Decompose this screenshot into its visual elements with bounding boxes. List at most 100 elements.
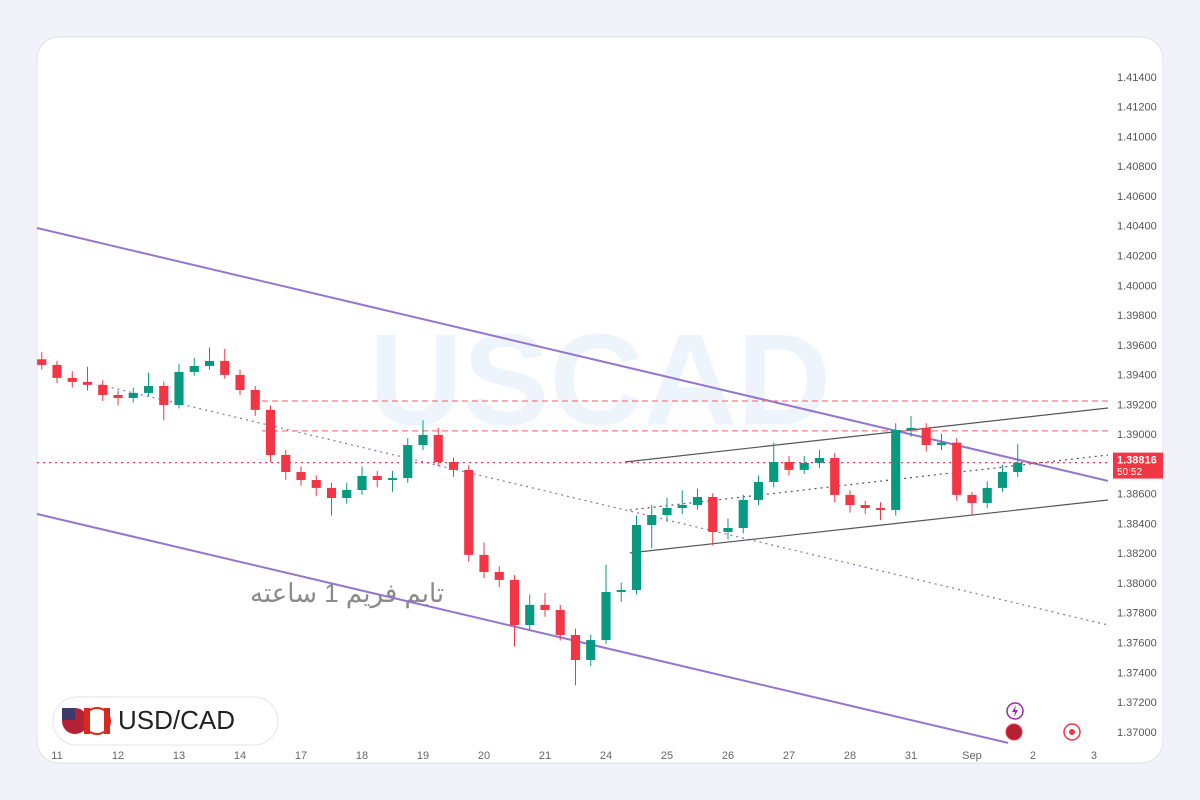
candle-body (67, 377, 77, 382)
y-tick-label: 1.37200 (1117, 697, 1157, 709)
candle-body (342, 489, 352, 499)
x-tick-label: 18 (356, 750, 368, 762)
candle-body (830, 457, 840, 495)
candle-body (326, 487, 337, 499)
y-tick-label: 1.39000 (1117, 429, 1157, 441)
y-tick-label: 1.41000 (1117, 131, 1157, 143)
candle-body (143, 385, 154, 393)
y-tick-label: 1.38000 (1117, 578, 1157, 590)
y-tick-label: 1.37800 (1117, 608, 1157, 620)
candle-body (570, 634, 581, 660)
candle-body (784, 462, 794, 470)
candle-body (723, 527, 733, 532)
lightning (1012, 705, 1018, 717)
candle-body (372, 475, 382, 481)
candle-body (967, 494, 977, 503)
countdown: 50:52 (1117, 467, 1142, 478)
candle-body (555, 609, 565, 635)
x-tick-label: 14 (234, 750, 246, 762)
candle-body (647, 514, 657, 525)
x-tick-label: Sep (962, 750, 982, 762)
candle-body (479, 554, 489, 573)
candle-body (433, 434, 443, 463)
event-icon[interactable] (1005, 723, 1023, 741)
x-tick-label: 3 (1091, 750, 1097, 762)
candle-body (845, 494, 855, 506)
candle-body (708, 496, 718, 532)
candle-body (174, 371, 184, 405)
candle-body (692, 496, 703, 506)
flag-ca-band (84, 708, 90, 734)
candle-body (982, 487, 992, 503)
y-tick-label: 1.39600 (1117, 340, 1157, 352)
candle-body (677, 505, 687, 508)
candle-body (113, 395, 123, 398)
candle-body (860, 505, 870, 508)
candle-body (220, 360, 230, 375)
candle-body (204, 360, 215, 366)
candle-body (82, 381, 93, 385)
y-tick-label: 1.38200 (1117, 548, 1157, 560)
annotation: تایم فریم 1 ساعته (250, 578, 444, 609)
chart-card (36, 36, 1164, 764)
candle-body (281, 455, 291, 472)
candle-body (952, 442, 962, 495)
x-tick-label: 19 (417, 750, 429, 762)
y-tick-label: 1.37000 (1117, 727, 1157, 739)
candle-body (418, 434, 428, 446)
y-tick-label: 1.38400 (1117, 518, 1157, 530)
x-tick-label: 24 (600, 750, 612, 762)
symbol-badge[interactable]: USD/CAD (52, 696, 279, 746)
plot (37, 227, 1108, 744)
candle-body (403, 445, 413, 479)
candle-body (235, 374, 245, 390)
candle-body (189, 365, 199, 372)
candle-body (936, 442, 947, 446)
y-tick-label: 1.38600 (1117, 489, 1157, 501)
x-tick-label: 21 (539, 750, 551, 762)
watermark: USCAD (369, 306, 831, 452)
candle-body (738, 499, 748, 528)
candle-body (494, 572, 504, 580)
y-tick-label: 1.40000 (1117, 280, 1157, 292)
y-tick-label: 1.37600 (1117, 638, 1157, 650)
candle-body (616, 590, 626, 592)
candle-body (464, 469, 474, 555)
axes: 1.37000 1.37200 1.37400 1.37600 1.37800 1.380… (51, 72, 1163, 762)
candle-body (906, 427, 916, 430)
trend-line (37, 512, 1009, 744)
y-tick-label: 1.41400 (1117, 72, 1157, 84)
x-tick-label: 31 (905, 750, 917, 762)
x-tick-label: 28 (844, 750, 856, 762)
candle-body (357, 475, 367, 490)
x-tick-label: 2 (1030, 750, 1036, 762)
candle-body (1013, 462, 1023, 472)
y-tick-label: 1.39400 (1117, 370, 1157, 382)
candle-body (601, 591, 611, 641)
candle-body (159, 385, 169, 405)
event-icons (1005, 702, 1081, 741)
x-tick-label: 12 (112, 750, 124, 762)
candle-body (875, 507, 886, 510)
symbol: USD/CAD (118, 705, 235, 735)
candle-body (586, 640, 596, 660)
candle-body (525, 604, 535, 626)
candle-body (37, 359, 47, 365)
candle-body (296, 471, 306, 481)
candle-body (509, 579, 520, 626)
candle-body (631, 524, 642, 591)
candle-body (540, 604, 550, 610)
card-content: USCAD تایم فریم 1 ساعته 1.370001.372001.… (37, 72, 1163, 762)
candle-body (921, 427, 931, 446)
x-tick-label: 26 (722, 750, 734, 762)
price-label: 1.38816 (1117, 455, 1157, 467)
y-tick-label: 1.39800 (1117, 310, 1157, 322)
candle-body (753, 481, 764, 500)
y-tick-label: 1.37400 (1117, 667, 1157, 679)
y-tick-label: 1.40800 (1117, 161, 1157, 173)
candle-body (52, 364, 62, 378)
y-tick-label: 1.39200 (1117, 399, 1157, 411)
x-tick-label: 17 (295, 750, 307, 762)
x-tick-label: 25 (661, 750, 673, 762)
